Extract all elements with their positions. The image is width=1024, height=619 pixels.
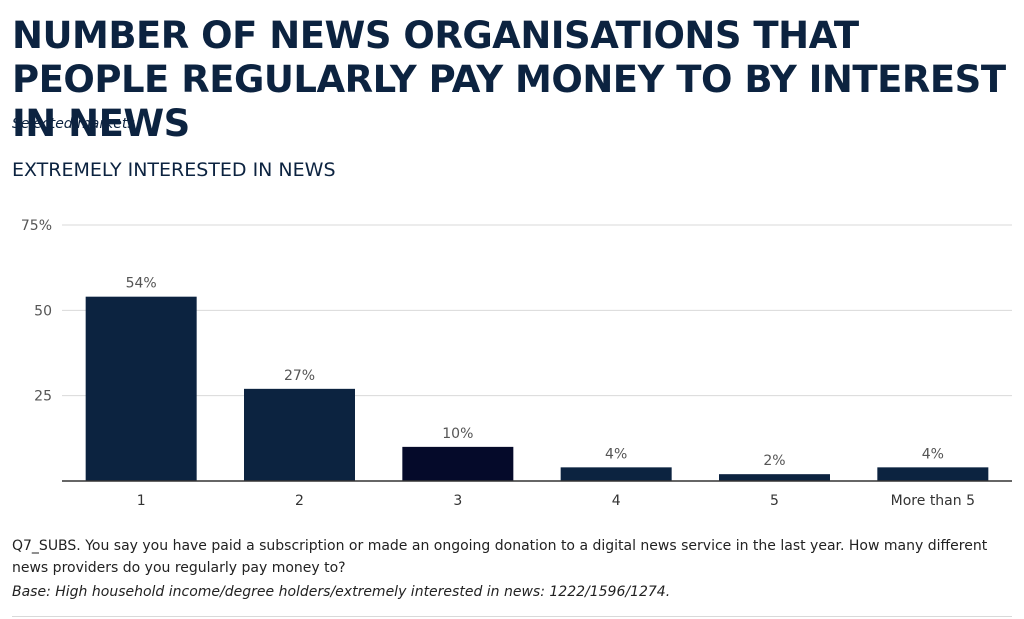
question-note: Q7_SUBS. You say you have paid a subscri…	[12, 538, 988, 576]
x-tick-label: 4	[612, 493, 621, 509]
bar-value-label: 4%	[922, 446, 944, 462]
y-tick-label: 50	[34, 303, 52, 319]
x-tick-label: 3	[453, 493, 462, 509]
bar-value-label: 54%	[126, 276, 157, 292]
y-tick-label: 25	[34, 389, 52, 405]
x-tick-label: 1	[137, 493, 146, 509]
bar	[402, 446, 514, 481]
bar-value-label: 27%	[284, 368, 315, 384]
x-tick-label: 5	[770, 493, 779, 509]
x-tick-label: 2	[295, 493, 304, 509]
bar	[877, 467, 989, 481]
bar	[244, 388, 355, 481]
bar	[85, 296, 197, 481]
bar-value-label: 4%	[605, 446, 627, 462]
bar	[719, 474, 830, 481]
chart-subtitle: Selected markets	[12, 116, 135, 132]
bar-value-label: 2%	[763, 453, 785, 469]
bottom-divider	[12, 616, 1012, 617]
x-tick-label: More than 5	[891, 493, 975, 509]
base-note: Base: High household income/degree holde…	[12, 584, 671, 600]
bar-value-label: 10%	[442, 426, 473, 442]
section-heading: EXTREMELY INTERESTED IN NEWS	[12, 159, 336, 181]
y-tick-label: 75%	[21, 218, 52, 234]
chart-title: NUMBER OF NEWS ORGANISATIONS THAT PEOPLE…	[12, 14, 1006, 145]
bar	[560, 467, 672, 481]
